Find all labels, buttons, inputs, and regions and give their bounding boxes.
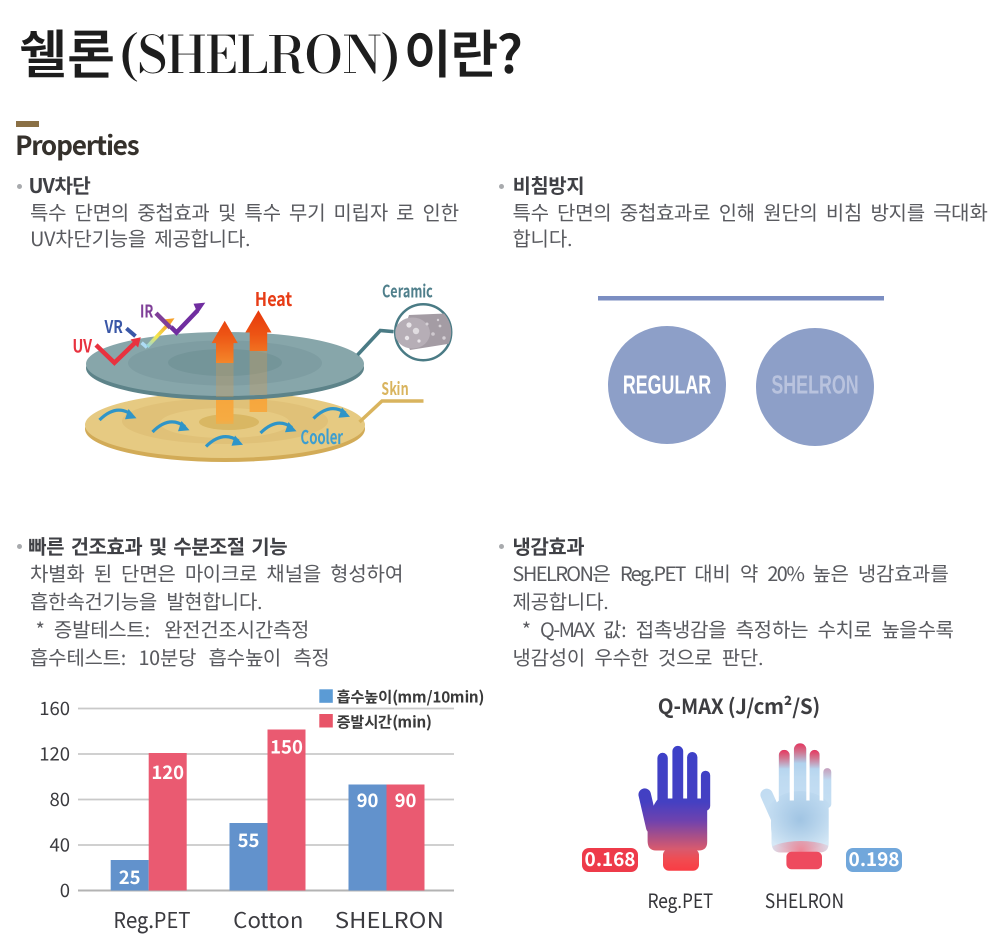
svg-text:(SHELRON): (SHELRON) [119, 17, 400, 94]
svg-text:증발시간(min): 증발시간(min) [337, 710, 433, 732]
svg-text:REGULAR: REGULAR [623, 370, 711, 399]
svg-text:25: 25 [119, 864, 141, 890]
svg-text:쉘론: 쉘론 [19, 13, 115, 88]
svg-text:Skin: Skin [382, 375, 409, 400]
svg-text:55: 55 [238, 827, 260, 853]
svg-text:Cotton: Cotton [233, 905, 303, 935]
svg-text:90: 90 [395, 787, 417, 813]
svg-text:80: 80 [49, 786, 70, 812]
svg-text:Heat: Heat [255, 285, 293, 312]
svg-text:0.198: 0.198 [848, 845, 899, 872]
svg-text:Q-MAX (J/cm²/S): Q-MAX (J/cm²/S) [658, 690, 820, 720]
svg-text:Cooler: Cooler [301, 423, 344, 450]
svg-text:160: 160 [39, 695, 70, 721]
svg-text:UV: UV [73, 333, 93, 359]
svg-text:IR: IR [140, 298, 154, 323]
svg-text:0: 0 [60, 877, 70, 903]
svg-text:150: 150 [270, 734, 303, 760]
svg-text:120: 120 [39, 741, 70, 767]
svg-text:0.168: 0.168 [584, 845, 635, 872]
svg-text:40: 40 [49, 832, 70, 858]
svg-text:흡수높이(mm/10min): 흡수높이(mm/10min) [337, 686, 485, 708]
svg-text:이란?: 이란? [404, 13, 521, 88]
svg-text:120: 120 [151, 759, 184, 785]
svg-text:SHELRON: SHELRON [765, 885, 844, 914]
svg-text:SHELRON: SHELRON [771, 370, 858, 399]
svg-text:Ceramic: Ceramic [382, 278, 433, 303]
svg-text:SHELRON: SHELRON [335, 905, 444, 935]
svg-text:90: 90 [357, 787, 379, 813]
svg-text:VR: VR [104, 313, 124, 338]
svg-text:Reg.PET: Reg.PET [648, 885, 714, 914]
svg-text:Reg.PET: Reg.PET [114, 905, 191, 935]
